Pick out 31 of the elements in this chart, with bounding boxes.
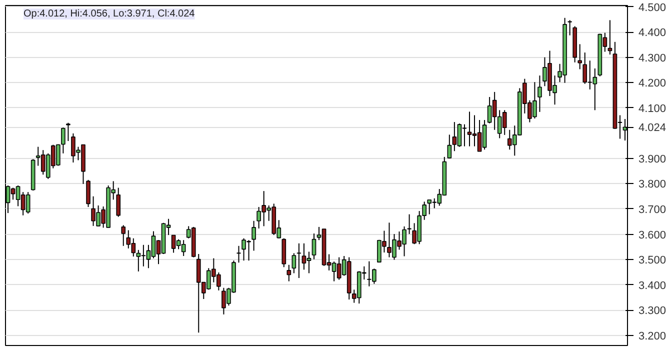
candlestick	[447, 134, 452, 159]
y-tick-label: 4.400	[638, 27, 666, 40]
candlestick	[86, 179, 90, 208]
candlestick	[236, 245, 241, 264]
y-tick-label: 3.300	[638, 305, 666, 318]
y-tick-label: 4.300	[638, 52, 666, 64]
candlestick	[407, 214, 412, 235]
candlestick	[286, 264, 292, 282]
candlestick	[121, 224, 126, 246]
y-tick-label: 3.800	[638, 178, 666, 191]
y-tick-label: 4.500	[638, 2, 666, 14]
candlestick	[61, 127, 66, 154]
y-tick-label: 4.024	[638, 122, 666, 134]
candlestick	[568, 20, 572, 36]
y-tick-label: 3.400	[638, 280, 666, 292]
candlestick	[66, 122, 70, 142]
y-tick-label: 3.900	[638, 153, 666, 166]
annotation: Op:4.012, Hi:4.056, Lo:3.971, Cl:4.024	[24, 8, 196, 20]
candlestick	[252, 220, 256, 252]
y-tick-label: 3.700	[638, 204, 666, 216]
candlestick	[116, 187, 121, 218]
y-tick-label: 3.600	[638, 229, 666, 242]
y-tick-label: 3.200	[638, 330, 666, 342]
y-tick-label: 4.200	[638, 78, 666, 90]
candlestick	[578, 44, 582, 70]
candlestick	[538, 75, 542, 112]
candlestick	[292, 252, 296, 274]
candlestick	[312, 233, 316, 260]
candlestick	[296, 242, 302, 279]
y-tick-label: 3.500	[638, 254, 666, 267]
y-tick-label: 4.100	[638, 102, 666, 115]
